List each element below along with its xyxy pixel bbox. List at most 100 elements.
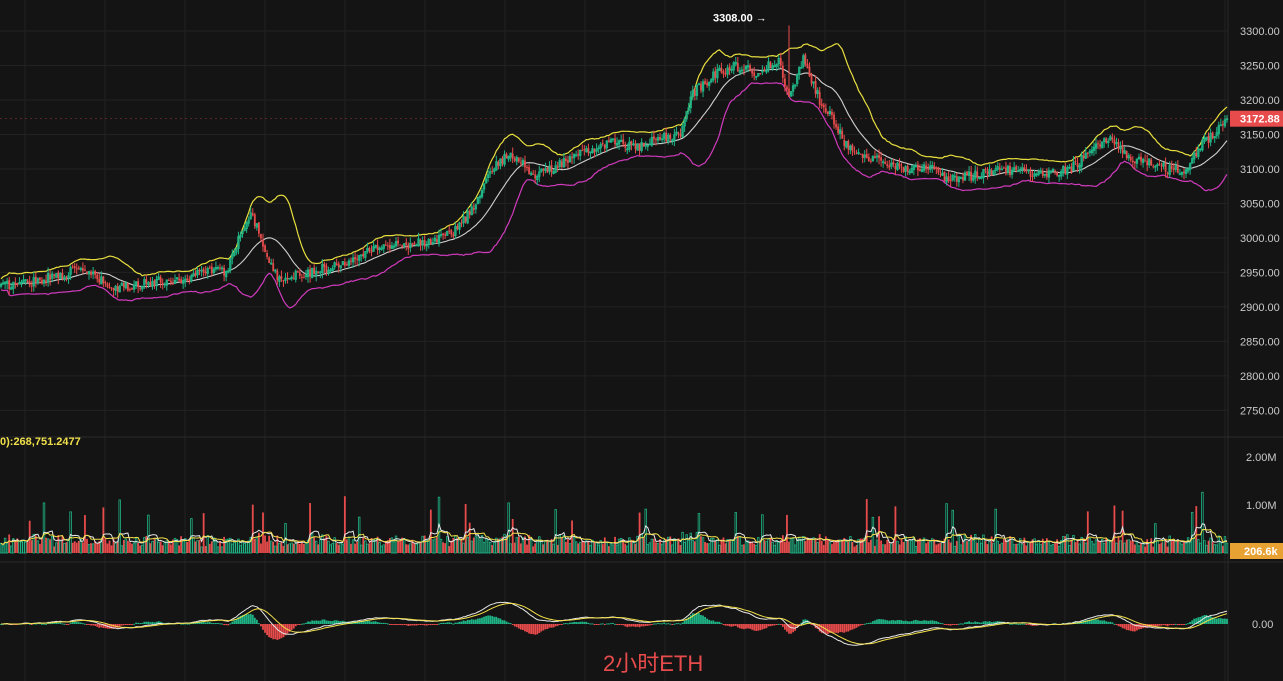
macd-bar (759, 624, 762, 631)
volume-bar (791, 538, 795, 554)
volume-bar (1059, 540, 1063, 554)
volume-bar (137, 543, 140, 553)
volume-bar (507, 502, 510, 554)
volume-bar (286, 544, 289, 553)
macd-bar (1176, 624, 1179, 625)
volume-bar (816, 542, 819, 554)
macd-bar (1082, 620, 1085, 624)
macd-bar (282, 624, 285, 638)
macd-bar (315, 620, 318, 624)
volume-bar (1140, 543, 1142, 553)
volume-bar (1180, 543, 1184, 554)
volume-bar (1025, 545, 1028, 553)
macd-bar (384, 623, 387, 625)
macd-bar (935, 621, 938, 624)
macd-bar (124, 624, 127, 625)
candle-body (272, 263, 275, 272)
macd-bar (284, 624, 287, 636)
volume-bar (460, 538, 463, 553)
volume-bar (795, 539, 799, 554)
macd-bar (1152, 624, 1155, 627)
macd-bar (794, 624, 797, 631)
volume-bar (577, 543, 580, 553)
macd-bar (212, 623, 215, 625)
macd-bar (788, 624, 790, 634)
volume-bar (1088, 538, 1092, 554)
macd-bar (1195, 618, 1198, 624)
candle-body (292, 278, 295, 280)
volume-bar (626, 545, 629, 554)
candle-body (482, 183, 486, 190)
volume-bar (650, 538, 654, 554)
candle-body (245, 222, 248, 230)
macd-bar (489, 615, 492, 624)
candle-body (313, 267, 316, 275)
volume-bar (957, 535, 961, 554)
macd-bar (992, 621, 995, 624)
volume-bar (1107, 538, 1110, 554)
macd-bar (630, 624, 633, 627)
macd-bar (732, 624, 735, 627)
volume-bar (1029, 541, 1032, 553)
volume-bar (828, 542, 832, 554)
candle-body (362, 253, 365, 257)
candle-body (806, 63, 809, 69)
volume-bar (290, 542, 293, 554)
volume-bar (765, 541, 768, 554)
candle-body (962, 177, 964, 181)
candle-body (1010, 169, 1014, 175)
candle-body (96, 274, 99, 280)
volume-bar (605, 542, 609, 554)
volume-bar (122, 539, 125, 553)
volume-bar (292, 543, 295, 553)
candle-body (1188, 163, 1192, 170)
candle-body (22, 279, 25, 284)
candle-body (976, 171, 979, 178)
candle-body (325, 265, 328, 273)
volume-bar (24, 541, 27, 554)
volume-bar (175, 539, 179, 554)
volume-bar (341, 543, 345, 554)
candle-body (1213, 136, 1216, 139)
candle-body (990, 170, 993, 176)
candle-body (296, 271, 299, 273)
candle-body (1184, 169, 1188, 174)
volume-bar (734, 512, 737, 554)
macd-bar (1123, 624, 1126, 629)
volume-bar (917, 539, 919, 553)
candle-body (227, 270, 230, 273)
volume-bar (528, 534, 530, 553)
macd-bar (612, 622, 614, 624)
candle-body (837, 126, 840, 133)
macd-bar (734, 624, 737, 626)
macd-bar (30, 624, 33, 625)
volume-bar (298, 543, 301, 553)
candle-body (194, 272, 197, 276)
candle-body (529, 172, 533, 175)
candle-body (953, 175, 956, 178)
candle-body (793, 84, 797, 87)
candle-body (1170, 165, 1173, 169)
macd-bar (777, 623, 780, 625)
macd-bar (333, 620, 336, 624)
volume-bar (370, 538, 373, 553)
candle-body (274, 269, 277, 272)
macd-bar (1174, 623, 1177, 625)
volume-bar (429, 509, 432, 553)
candle-body (650, 137, 654, 146)
macd-bar (434, 624, 436, 625)
candle-body (134, 281, 138, 286)
macd-bar (882, 619, 885, 624)
candle-body (474, 204, 478, 210)
candle-body (644, 144, 647, 147)
candle-body (1021, 167, 1024, 170)
volume-bar (409, 543, 412, 554)
volume-bar (274, 545, 277, 554)
macd-bar (642, 624, 645, 627)
macd-bar (1162, 624, 1165, 625)
macd-bar (663, 622, 666, 624)
candle-body (1027, 169, 1030, 172)
candle-body (1158, 163, 1161, 165)
candle-body (556, 166, 559, 168)
